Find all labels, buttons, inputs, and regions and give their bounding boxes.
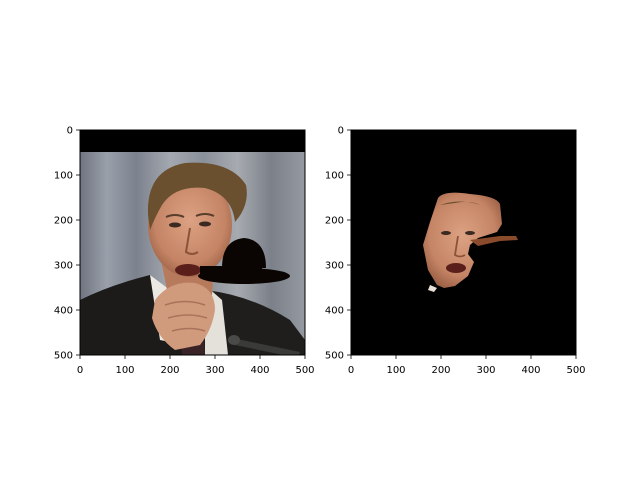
left-axes-frame	[79, 129, 306, 356]
face-segment	[423, 192, 518, 292]
right-ytick-label-3: 300	[325, 261, 344, 272]
left-ytick-label-5: 500	[54, 351, 73, 362]
right-xtick-label-2: 200	[431, 365, 450, 376]
right-image	[351, 130, 576, 355]
left-xtick-label-0: 0	[77, 365, 83, 376]
left-xtick-label-1: 100	[115, 365, 134, 376]
right-ytick-label-2: 200	[325, 216, 344, 227]
right-xtick-label-3: 300	[476, 365, 495, 376]
left-ytick-label-3: 300	[54, 261, 73, 272]
face	[148, 173, 232, 277]
left-ticks: 0 100 200 300 400 500 0 100 200 300 400 500	[54, 126, 315, 377]
right-xtick-label-0: 0	[348, 365, 354, 376]
microphone	[230, 338, 300, 355]
right-xtick-label-4: 400	[521, 365, 540, 376]
left-xtick-label-5: 500	[295, 365, 314, 376]
left-xtick-label-4: 400	[250, 365, 269, 376]
left-axes: 0 100 200 300 400 500 0 100 200 300 400 500	[54, 126, 315, 377]
right-ytick-label-1: 100	[325, 171, 344, 182]
right-axes: 0 100 200 300 400 500 0 100 200 300 400 500	[325, 126, 586, 377]
right-axes-frame	[350, 129, 577, 356]
left-ytick-label-4: 400	[54, 306, 73, 317]
right-xtick-label-1: 100	[386, 365, 405, 376]
left-image	[80, 130, 305, 355]
top-black-band	[80, 130, 305, 152]
bowler-hat-icon	[198, 238, 290, 284]
right-ytick-label-0: 0	[338, 126, 344, 137]
left-ytick-label-0: 0	[67, 126, 73, 137]
right-ticks: 0 100 200 300 400 500 0 100 200 300 400 500	[325, 126, 586, 377]
right-ytick-label-4: 400	[325, 306, 344, 317]
left-ytick-label-2: 200	[54, 216, 73, 227]
right-xtick-label-5: 500	[566, 365, 585, 376]
right-ytick-label-5: 500	[325, 351, 344, 362]
left-xtick-label-2: 200	[160, 365, 179, 376]
hair	[147, 162, 247, 230]
left-ytick-label-1: 100	[54, 171, 73, 182]
left-xtick-label-3: 300	[205, 365, 224, 376]
hand	[152, 282, 215, 350]
